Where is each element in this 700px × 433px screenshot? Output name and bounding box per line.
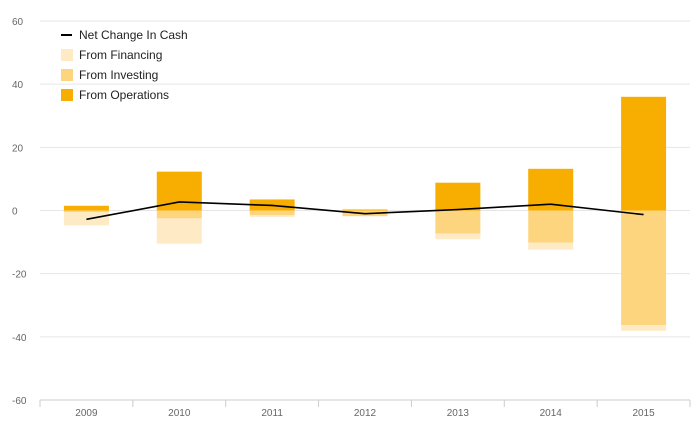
y-tick-label: -60 xyxy=(12,396,27,407)
x-tick-label: 2010 xyxy=(168,408,191,419)
x-tick-label: 2009 xyxy=(75,408,98,419)
legend-item: From Financing xyxy=(61,48,162,62)
bar-from-financing-2012 xyxy=(342,208,388,210)
bar-from-financing-2014 xyxy=(528,242,574,250)
y-tick-label: 20 xyxy=(12,143,24,154)
y-tick-label: 60 xyxy=(12,17,24,28)
y-tick-label: 40 xyxy=(12,80,24,91)
bar-from-investing-2011 xyxy=(249,210,295,216)
legend-item: From Operations xyxy=(61,88,169,102)
bar-from-operations-2009 xyxy=(63,205,109,211)
bar-from-financing-2015 xyxy=(621,325,667,331)
bar-from-investing-2015 xyxy=(621,210,667,326)
y-axis: -60 -40 -20 0 20 40 60 xyxy=(12,17,27,407)
legend-label: From Operations xyxy=(79,88,169,102)
bars xyxy=(63,96,667,331)
bar-from-investing-2009 xyxy=(63,210,109,213)
bar-from-investing-2010 xyxy=(156,210,202,219)
y-tick-label: -40 xyxy=(12,333,27,344)
bar-from-operations-2013 xyxy=(435,182,481,211)
x-tick-label: 2014 xyxy=(540,408,563,419)
x-tick-label: 2013 xyxy=(447,408,470,419)
x-tick-label: 2011 xyxy=(261,408,283,419)
x-axis: 2009 2010 2011 2012 2013 2014 2015 xyxy=(39,399,691,419)
legend-label: From Financing xyxy=(79,48,162,62)
legend-swatch xyxy=(61,49,73,61)
legend-label: Net Change In Cash xyxy=(79,28,188,42)
bar-from-financing-2013 xyxy=(435,233,481,240)
legend-label: From Investing xyxy=(79,68,158,82)
bar-from-operations-2015 xyxy=(621,96,667,211)
legend-swatch xyxy=(61,89,73,101)
x-tick-label: 2012 xyxy=(354,408,377,419)
legend-item: Net Change In Cash xyxy=(61,28,188,42)
net-change-line-group xyxy=(86,201,644,221)
bar-from-financing-2011 xyxy=(249,215,295,217)
bar-from-investing-2014 xyxy=(528,210,574,243)
bar-from-investing-2013 xyxy=(435,210,481,234)
bar-from-operations-2012 xyxy=(342,209,388,211)
legend-item: From Investing xyxy=(61,68,158,82)
bar-from-financing-2010 xyxy=(156,218,202,244)
y-tick-label: 0 xyxy=(12,207,18,218)
legend-swatch xyxy=(61,69,73,81)
legend: Net Change In Cash From Financing From Inv… xyxy=(61,28,188,102)
x-tick-label: 2015 xyxy=(632,408,655,419)
y-tick-label: -20 xyxy=(12,270,27,281)
